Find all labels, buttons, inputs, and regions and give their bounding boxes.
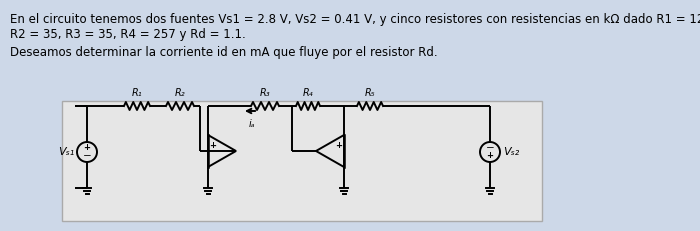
Text: R₂: R₂ bbox=[175, 88, 186, 98]
Text: +: + bbox=[83, 143, 90, 152]
Text: Vₛ₁: Vₛ₁ bbox=[57, 147, 74, 157]
Text: Vₛ₂: Vₛ₂ bbox=[503, 147, 519, 157]
Text: Deseamos determinar la corriente id en mA que fluye por el resistor Rd.: Deseamos determinar la corriente id en m… bbox=[10, 46, 438, 59]
Text: En el circuito tenemos dos fuentes Vs1 = 2.8 V, Vs2 = 0.41 V, y cinco resistores: En el circuito tenemos dos fuentes Vs1 =… bbox=[10, 13, 700, 26]
Text: +: + bbox=[335, 142, 342, 151]
Text: R₃: R₃ bbox=[260, 88, 270, 98]
Text: iₐ: iₐ bbox=[248, 119, 256, 129]
Text: R₅: R₅ bbox=[365, 88, 375, 98]
Text: R₄: R₄ bbox=[302, 88, 314, 98]
Text: +: + bbox=[209, 142, 216, 151]
Text: −: − bbox=[83, 151, 92, 161]
Text: R₁: R₁ bbox=[132, 88, 142, 98]
Text: +: + bbox=[486, 152, 493, 161]
Text: R2 = 35, R3 = 35, R4 = 257 y Rd = 1.1.: R2 = 35, R3 = 35, R4 = 257 y Rd = 1.1. bbox=[10, 28, 246, 41]
Bar bbox=[62, 101, 542, 221]
Text: −: − bbox=[486, 143, 494, 153]
